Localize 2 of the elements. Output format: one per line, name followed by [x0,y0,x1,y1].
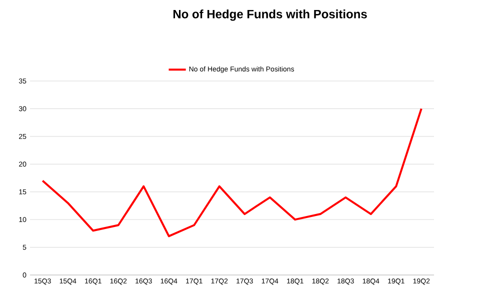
chart-title: No of Hedge Funds with Positions [173,10,367,21]
line-series [42,108,422,238]
